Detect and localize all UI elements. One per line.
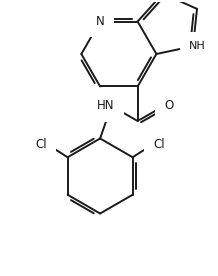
Text: HN: HN xyxy=(97,99,114,113)
Text: NH: NH xyxy=(189,41,205,51)
Text: Cl: Cl xyxy=(153,138,165,151)
Text: Cl: Cl xyxy=(35,138,47,151)
Text: O: O xyxy=(164,99,174,113)
Text: N: N xyxy=(96,15,104,28)
